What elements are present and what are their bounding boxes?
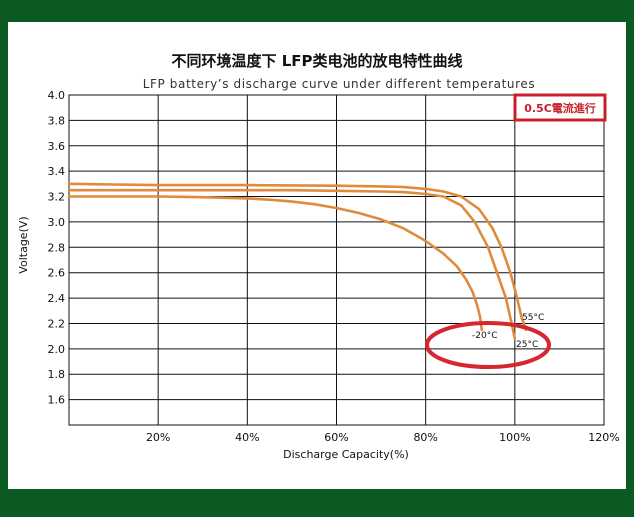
chart-title: 不同环境温度下 LFP类电池的放电特性曲线: [171, 52, 462, 70]
y-tick-labels: 1.6 1.8 2.0 2.2 2.4 2.6 2.8 3.0 3.2 3.4 3.6 3.8 4.0: [48, 89, 66, 407]
y-tick-label: 2.6: [48, 267, 66, 280]
series-label-minus20: -20°C: [472, 331, 497, 341]
y-axis-label: Voltage(V): [17, 216, 30, 273]
frame-border-right: [626, 0, 634, 517]
series-line: [67, 188, 517, 340]
grid: [68, 94, 605, 426]
x-tick-label: 60%: [324, 431, 348, 444]
y-tick-label: 1.6: [48, 394, 66, 407]
series-line: [67, 182, 528, 332]
x-tick-label: 40%: [235, 431, 259, 444]
series-lines: [67, 182, 528, 340]
y-tick-label: 3.4: [48, 165, 66, 178]
y-tick-label: 2.8: [48, 241, 66, 254]
x-axis-label: Discharge Capacity(%): [283, 448, 409, 461]
frame-border-top: [0, 0, 634, 22]
y-tick-label: 3.2: [48, 191, 66, 204]
y-tick-label: 2.2: [48, 317, 66, 330]
x-tick-label: 20%: [146, 431, 170, 444]
highlight-ellipse: [425, 321, 551, 369]
y-tick-label: 1.8: [48, 368, 66, 381]
x-tick-label: 80%: [413, 431, 437, 444]
frame-border-bottom: [0, 489, 634, 517]
y-tick-label: 2.4: [48, 292, 66, 305]
y-tick-label: 3.6: [48, 140, 66, 153]
chart-subtitle: LFP battery’s discharge curve under diff…: [143, 77, 535, 91]
annotation-text: 0.5C電流進行: [524, 101, 596, 115]
y-tick-label: 4.0: [48, 89, 66, 102]
series-label-25: 25°C: [516, 340, 538, 350]
y-tick-label: 2.0: [48, 343, 66, 356]
y-tick-label: 3.0: [48, 216, 66, 229]
annotation-box: [513, 93, 607, 122]
series-label-55: 55°C: [522, 313, 544, 323]
x-tick-label: 100%: [499, 431, 530, 444]
x-tick-label: 120%: [588, 431, 619, 444]
frame-border-left: [0, 0, 8, 517]
series-line: [67, 195, 484, 332]
y-tick-label: 3.8: [48, 114, 66, 127]
x-tick-labels: 20% 40% 60% 80% 100% 120%: [146, 431, 620, 444]
